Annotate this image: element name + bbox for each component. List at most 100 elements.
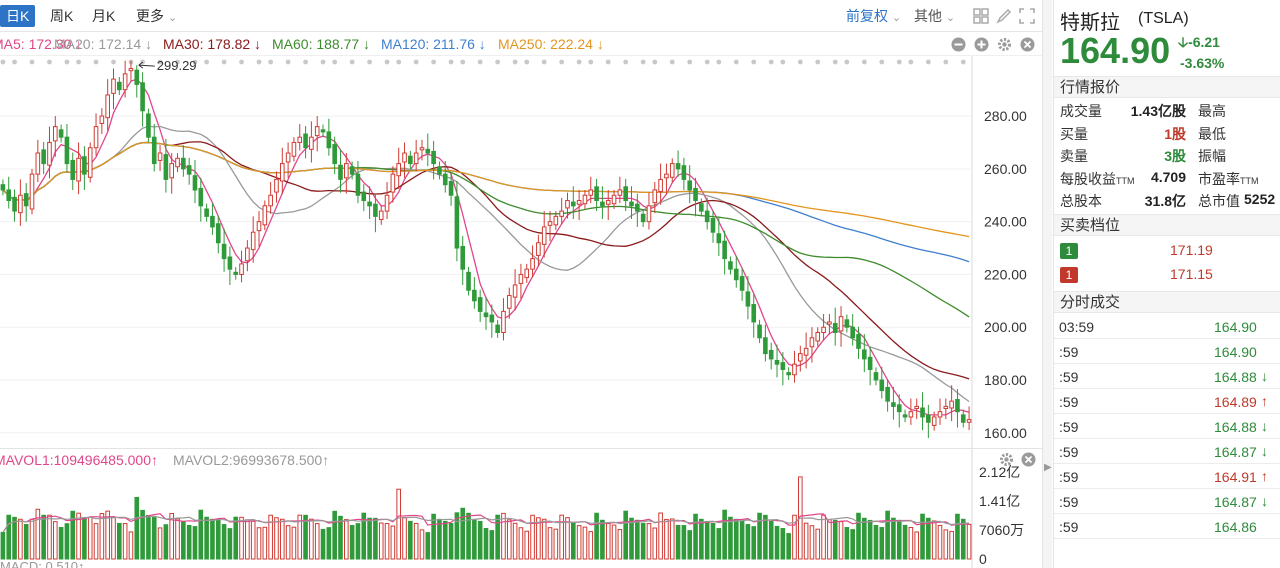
volume-bar — [163, 524, 169, 560]
candle-body — [594, 186, 599, 202]
volume-bar — [425, 532, 431, 560]
fullscreen-icon[interactable] — [1019, 8, 1035, 24]
grid-layout-icon[interactable] — [973, 8, 989, 24]
quote-panel: 特斯拉 (TSLA) 164.90 🡣-6.21 -3.63% 行情报价 成交量… — [1053, 0, 1280, 568]
candle-body — [384, 194, 390, 212]
change-amount: 🡣-6.21 — [1178, 34, 1220, 50]
candle-body — [297, 136, 303, 143]
volume-bar — [710, 523, 716, 560]
price-tick-label: 220.00 — [984, 266, 1027, 282]
volume-bar — [821, 514, 826, 560]
candle-body — [52, 126, 58, 142]
candle-body — [111, 78, 116, 94]
kline-chart[interactable]: 280.00 260.00 240.00 220.00 200.00 180.00 160.… — [0, 0, 1042, 568]
volume-bar — [227, 528, 233, 560]
event-marker — [541, 59, 547, 65]
close-icon[interactable] — [1020, 37, 1035, 52]
candle-body — [349, 166, 355, 175]
candle-body — [431, 150, 436, 165]
volume-bar — [320, 528, 326, 560]
event-marker — [640, 59, 646, 65]
volume-bar — [902, 524, 908, 560]
candle — [373, 193, 378, 233]
candle — [943, 398, 949, 420]
volume-bar — [757, 512, 762, 560]
orderbook-price[interactable]: 171.19 — [1170, 242, 1213, 258]
volume-bar — [553, 528, 559, 560]
volume-bar — [681, 525, 687, 560]
other-dropdown[interactable]: 其他 ⌄ — [914, 5, 955, 27]
volume-bar — [221, 524, 227, 560]
volume-close-icon[interactable] — [1021, 452, 1036, 467]
candle — [198, 177, 204, 222]
tab-weekly-k[interactable]: 周K — [50, 8, 74, 24]
chevron-down-icon: ⌄ — [891, 12, 902, 24]
candle-body — [937, 411, 943, 418]
tab-daily-k[interactable]: 日K — [0, 5, 36, 27]
zoom-out-icon[interactable] — [951, 37, 966, 52]
volume-bar — [82, 517, 87, 560]
event-marker — [576, 59, 582, 65]
candle-body — [320, 129, 326, 133]
tick-row: :59 164.91 ↑ — [1054, 464, 1280, 489]
volume-bar — [693, 513, 698, 560]
volume-bar — [838, 521, 844, 560]
candle-body — [704, 210, 710, 223]
candle — [780, 352, 786, 386]
draw-pen-icon[interactable] — [996, 8, 1012, 24]
candle-body — [314, 126, 320, 137]
peak-price-label: 299.29 — [157, 58, 197, 73]
quote-value: 1股 — [1164, 125, 1186, 142]
candle-body — [832, 323, 838, 334]
tick-time: :59 — [1059, 444, 1079, 460]
volume-settings-icon[interactable] — [999, 452, 1014, 467]
candle — [140, 72, 145, 127]
event-marker — [588, 59, 594, 65]
volume-bar — [640, 522, 646, 560]
candle — [204, 203, 209, 222]
candle-body — [12, 196, 17, 212]
volume-bar — [204, 516, 209, 560]
candle — [186, 157, 192, 185]
tick-row: 03:59 164.90 — [1054, 314, 1280, 339]
more-dropdown[interactable]: 更多 ⌄ — [130, 5, 183, 27]
settings-gear-icon[interactable] — [997, 37, 1012, 52]
volume-bar — [966, 523, 972, 560]
zoom-in-icon[interactable] — [974, 37, 989, 52]
panel-collapse-bar[interactable]: ▶ — [1042, 0, 1052, 568]
volume-bar — [594, 512, 599, 560]
tick-down-arrow-icon: ↓ — [1261, 493, 1268, 509]
volume-bar — [309, 518, 314, 560]
candle-body — [716, 233, 722, 244]
volume-bar — [501, 512, 506, 560]
candle-body — [210, 215, 215, 228]
candle — [547, 211, 553, 242]
candle — [838, 306, 844, 347]
candle — [0, 179, 6, 196]
candle — [803, 332, 809, 369]
volume-bar — [466, 512, 471, 560]
volume-bar — [314, 523, 320, 560]
event-marker — [797, 59, 803, 65]
candle — [844, 314, 850, 333]
candle-body — [309, 136, 314, 150]
candle — [745, 276, 751, 320]
mavol1-legend: MAVOL1:109496485.000↑ — [0, 452, 158, 468]
volume-bar — [675, 524, 681, 560]
tick-time: :59 — [1059, 469, 1079, 485]
volume-bar — [832, 519, 838, 560]
candle — [314, 116, 320, 152]
candle — [210, 203, 215, 235]
candle-body — [687, 180, 693, 191]
volume-bar — [896, 519, 902, 560]
tick-down-arrow-icon: ↓ — [1261, 368, 1268, 384]
candle — [274, 171, 279, 203]
adjust-dropdown[interactable]: 前复权 ⌄ — [846, 5, 901, 27]
candle-body — [186, 165, 192, 175]
orderbook-price[interactable]: 171.15 — [1170, 266, 1213, 282]
tab-monthly-k[interactable]: 月K — [92, 8, 116, 24]
event-marker — [861, 59, 867, 65]
candle-body — [47, 141, 52, 166]
candle — [629, 186, 634, 220]
volume-bar — [41, 514, 46, 560]
